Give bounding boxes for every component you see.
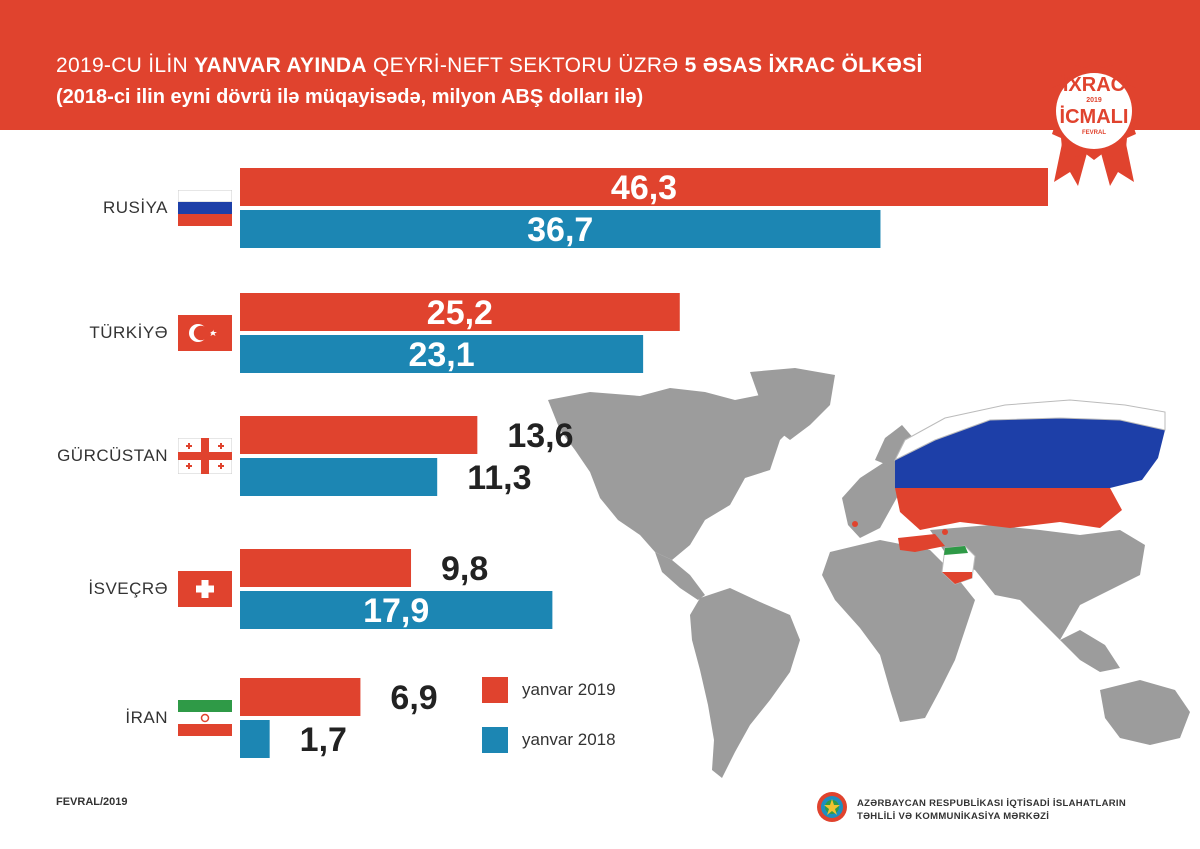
label-2019-3: 9,8 xyxy=(441,550,488,588)
rosette-icon xyxy=(1047,62,1141,186)
label-2019-0: 46,3 xyxy=(611,169,677,207)
badge-line2: İCMALI xyxy=(1059,106,1129,128)
country-label-1: TÜRKİYƏ xyxy=(89,323,168,342)
switzerland-flag-icon xyxy=(178,571,232,607)
label-2018-3: 17,9 xyxy=(363,592,429,630)
org-name-line1: AZƏRBAYCAN RESPUBLİKASI İQTİSADİ İSLAHAT… xyxy=(857,798,1126,809)
bar-2019-4 xyxy=(240,678,361,716)
label-2019-4: 6,9 xyxy=(390,679,437,717)
world-map-icon xyxy=(548,368,1190,778)
country-label-0: RUSİYA xyxy=(102,198,168,217)
bars-layer: 46,3 36,7 25,2 23,1 13,6 11,3 9,8 17,9 6,9 1,7 xyxy=(240,168,1048,759)
bar-2018-0 xyxy=(240,210,881,248)
label-2018-1: 23,1 xyxy=(408,336,474,374)
badge-year: 2019 xyxy=(1086,97,1102,104)
iran-flag-icon xyxy=(178,700,232,736)
bar-2019-3 xyxy=(240,549,412,587)
legend-label-2018: yanvar 2018 xyxy=(522,730,616,749)
georgia-flag-icon xyxy=(178,438,232,474)
label-2018-2: 11,3 xyxy=(467,459,531,497)
country-label-4: İRAN xyxy=(125,708,168,727)
label-2019-2: 13,6 xyxy=(507,417,573,455)
azerbaijan-emblem-icon xyxy=(817,792,847,822)
bar-2019-2 xyxy=(240,416,478,454)
badge-month: FEVRAL xyxy=(1082,130,1106,136)
bar-2019-1 xyxy=(240,293,680,331)
turkey-flag-icon xyxy=(178,315,232,351)
bar-2018-1 xyxy=(240,335,644,373)
export-review-badge: İXRAC 2019 İCMALI FEVRAL xyxy=(1042,62,1146,192)
header-banner: 2019-CU İLİN YANVAR AYINDA QEYRİ-NEFT SE… xyxy=(0,0,1200,130)
label-2018-4: 1,7 xyxy=(300,721,347,759)
chart-subtitle: (2018-ci ilin eyni dövrü ilə müqayisədə,… xyxy=(56,86,644,108)
label-2019-1: 25,2 xyxy=(427,294,493,332)
bar-2018-3 xyxy=(240,591,553,629)
legend-label-2019: yanvar 2019 xyxy=(522,680,616,699)
badge-line1: İXRAC xyxy=(1062,74,1126,96)
bar-2019-0 xyxy=(240,168,1048,206)
bar-2018-4 xyxy=(240,720,270,758)
label-2018-0: 36,7 xyxy=(527,211,593,249)
footer-date: FEVRAL/2019 xyxy=(56,796,128,808)
chart-title: 2019-CU İLİN YANVAR AYINDA QEYRİ-NEFT SE… xyxy=(56,54,923,77)
legend-swatch-2019 xyxy=(482,677,508,703)
org-name-line2: TƏHLİLİ VƏ KOMMUNİKASİYA MƏRKƏZİ xyxy=(857,811,1050,822)
legend-swatch-2018 xyxy=(482,727,508,753)
russia-flag-icon xyxy=(178,190,232,226)
country-label-2: GÜRCÜSTAN xyxy=(57,446,168,465)
country-label-3: İSVEÇRƏ xyxy=(88,579,168,598)
bar-2018-2 xyxy=(240,458,438,496)
